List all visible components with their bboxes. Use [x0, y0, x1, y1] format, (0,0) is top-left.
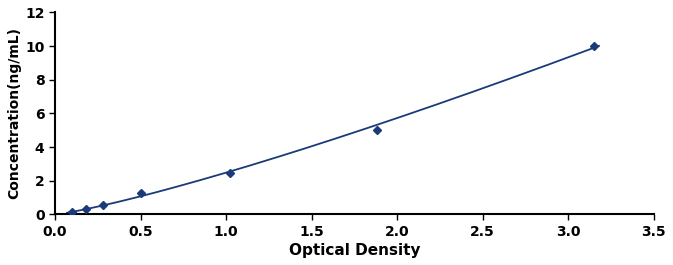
X-axis label: Optical Density: Optical Density: [289, 243, 420, 258]
Y-axis label: Concentration(ng/mL): Concentration(ng/mL): [7, 28, 21, 200]
